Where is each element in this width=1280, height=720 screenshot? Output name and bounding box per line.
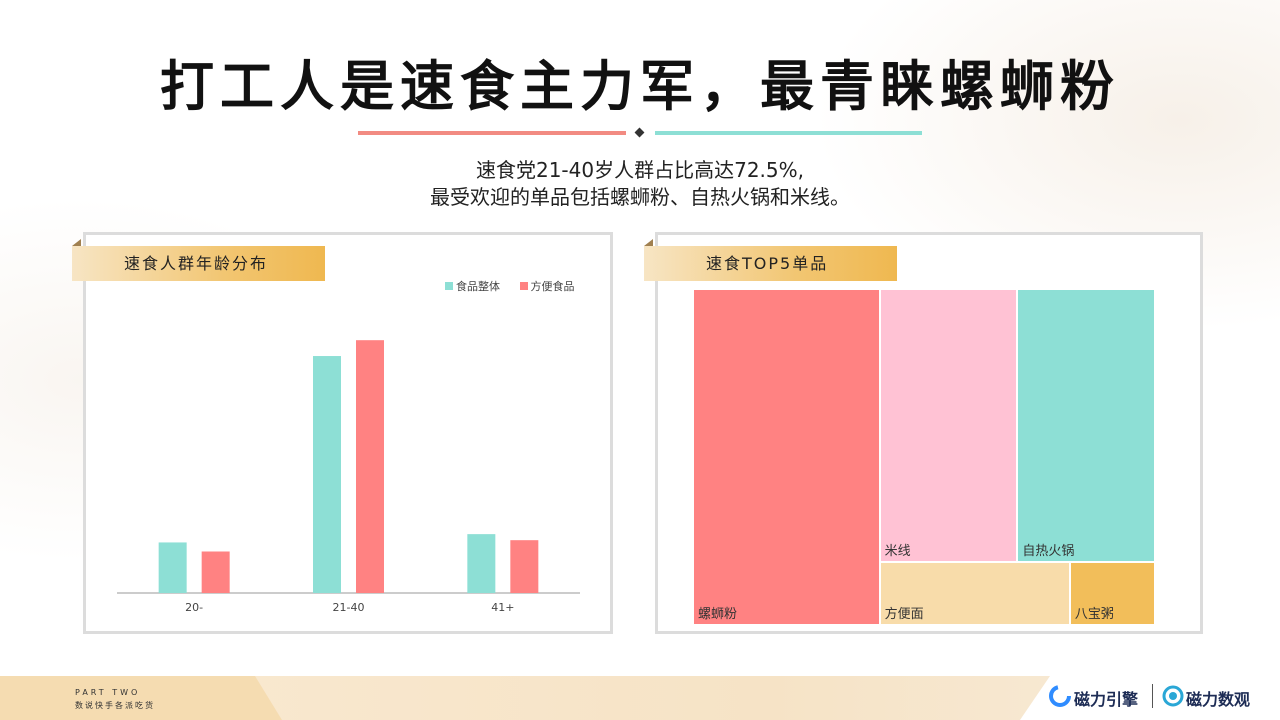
x-tick-label: 41+ xyxy=(491,601,514,614)
brand-box xyxy=(1020,676,1280,720)
legend-swatch-series-a xyxy=(445,282,453,290)
chart-legend: 食品整体 方便食品 xyxy=(445,278,591,294)
subtitle-line-1: 速食党21-40岁人群占比高达72.5%, xyxy=(475,158,804,182)
page-title: 打工人是速食主力军，最青睐螺蛳粉 xyxy=(160,55,1120,118)
brand-b: 磁力数观 xyxy=(1186,690,1251,709)
title-underline-right xyxy=(655,131,922,135)
brand-b-logo-icon xyxy=(1162,685,1184,707)
legend-label-series-a: 食品整体 xyxy=(456,280,500,293)
top5-title: 速食TOP5单品 xyxy=(644,239,897,281)
subtitle: 速食党21-40岁人群占比高达72.5%, 最受欢迎的单品包括螺蛳粉、自热火锅和… xyxy=(0,157,1280,211)
legend-swatch-series-b xyxy=(519,282,528,290)
x-tick-label: 21-40 xyxy=(333,601,365,614)
bar-20--series-0 xyxy=(158,542,187,593)
part-sub-label: 数说快手各派吃货 xyxy=(75,701,155,710)
bar-20--series-1 xyxy=(201,551,230,593)
legend-item-series-b: 方便食品 xyxy=(519,278,575,294)
bar-21-40-series-1 xyxy=(356,340,384,593)
subtitle-line-2: 最受欢迎的单品包括螺蛳粉、自热火锅和米线。 xyxy=(430,185,850,209)
legend-item-series-a: 食品整体 xyxy=(445,278,500,294)
brand-a: 磁力引擎 xyxy=(1074,690,1139,709)
brand-a-logo-icon xyxy=(1049,685,1071,707)
bar-41+-series-1 xyxy=(510,540,539,593)
part-label: PART TWO xyxy=(75,688,141,697)
title-underline-left xyxy=(358,131,626,135)
brand-separator xyxy=(1152,684,1153,708)
bar-41+-series-0 xyxy=(467,534,496,593)
age-chart-title: 速食人群年龄分布 xyxy=(72,239,325,281)
legend-label-series-b: 方便食品 xyxy=(530,280,575,293)
bar-21-40-series-0 xyxy=(313,356,341,593)
x-tick-label: 20- xyxy=(185,601,203,614)
footer-left-tab xyxy=(0,676,282,720)
